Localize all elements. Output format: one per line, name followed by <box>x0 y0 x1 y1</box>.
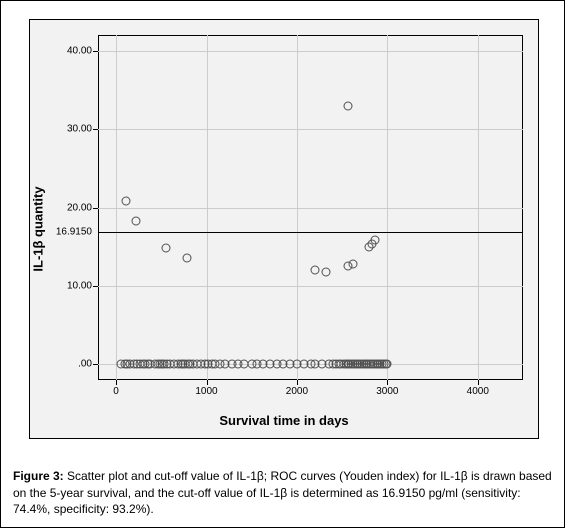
ytick-label: 20.00 <box>67 202 92 213</box>
plot-region: 01000200030004000.0010.0020.0030.0040.00… <box>98 35 523 380</box>
y-axis-label: IL-1β quantity <box>31 186 46 271</box>
ytick-mark <box>93 364 98 365</box>
xtick-mark <box>116 380 117 385</box>
data-point <box>370 236 379 245</box>
data-point <box>311 266 320 275</box>
data-point <box>161 244 170 253</box>
ytick-label: 40.00 <box>67 45 92 56</box>
ytick-label: .00 <box>78 359 92 370</box>
x-axis-label: Survival time in days <box>219 413 348 428</box>
ytick-mark <box>93 129 98 130</box>
xtick-mark <box>387 380 388 385</box>
gridline-h <box>98 129 523 130</box>
figure-caption: Figure 3: Scatter plot and cut-off value… <box>13 468 552 517</box>
data-point <box>343 101 352 110</box>
ytick-label: 30.00 <box>67 124 92 135</box>
ytick-mark <box>93 208 98 209</box>
xtick-label: 1000 <box>195 386 217 397</box>
gridline-h <box>98 51 523 52</box>
data-point <box>122 197 131 206</box>
caption-text: Scatter plot and cut-off value of IL-1β;… <box>13 469 552 515</box>
gridline-h <box>98 286 523 287</box>
ytick-label: 10.00 <box>67 280 92 291</box>
figure-container: IL-1β quantity Survival time in days 010… <box>0 0 565 528</box>
data-point <box>349 259 358 268</box>
ytick-mark <box>93 51 98 52</box>
xtick-label: 3000 <box>376 386 398 397</box>
caption-label: Figure 3: <box>13 469 64 483</box>
data-point <box>131 216 140 225</box>
data-point <box>321 267 330 276</box>
xtick-mark <box>207 380 208 385</box>
xtick-label: 0 <box>113 386 119 397</box>
xtick-mark <box>297 380 298 385</box>
cutoff-line <box>98 232 523 234</box>
data-point <box>383 360 392 369</box>
data-point <box>182 254 191 263</box>
xtick-mark <box>478 380 479 385</box>
gridline-h <box>98 208 523 209</box>
cutoff-label: 16.9150 <box>56 226 92 237</box>
xtick-label: 4000 <box>467 386 489 397</box>
chart-area: IL-1β quantity Survival time in days 010… <box>29 19 539 439</box>
ytick-mark <box>93 286 98 287</box>
xtick-label: 2000 <box>286 386 308 397</box>
